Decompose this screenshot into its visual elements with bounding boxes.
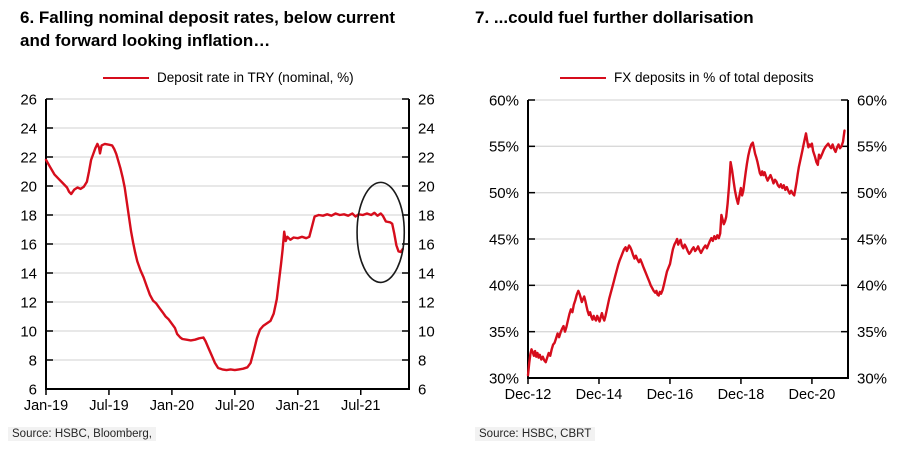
chart1-title: 6. Falling nominal deposit rates, below … bbox=[20, 8, 396, 50]
svg-text:18: 18 bbox=[418, 207, 435, 224]
svg-text:60%: 60% bbox=[857, 92, 887, 109]
svg-text:20: 20 bbox=[418, 178, 435, 195]
svg-text:26: 26 bbox=[418, 91, 435, 108]
svg-text:30%: 30% bbox=[857, 370, 887, 387]
svg-text:Dec-14: Dec-14 bbox=[576, 387, 623, 403]
svg-text:16: 16 bbox=[418, 236, 435, 253]
svg-text:35%: 35% bbox=[489, 324, 519, 341]
svg-text:55%: 55% bbox=[857, 139, 887, 156]
svg-text:6: 6 bbox=[29, 381, 37, 398]
svg-text:24: 24 bbox=[418, 120, 435, 137]
svg-text:22: 22 bbox=[418, 149, 435, 166]
svg-text:60%: 60% bbox=[489, 92, 519, 109]
svg-text:45%: 45% bbox=[857, 231, 887, 248]
svg-text:Jan-20: Jan-20 bbox=[150, 398, 194, 414]
svg-text:55%: 55% bbox=[489, 139, 519, 156]
svg-text:30%: 30% bbox=[489, 370, 519, 387]
svg-text:16: 16 bbox=[20, 236, 37, 253]
svg-text:Dec-20: Dec-20 bbox=[789, 387, 836, 403]
svg-text:22: 22 bbox=[20, 149, 37, 166]
svg-text:Jan-21: Jan-21 bbox=[276, 398, 320, 414]
svg-text:12: 12 bbox=[20, 294, 37, 311]
svg-text:45%: 45% bbox=[489, 231, 519, 248]
svg-text:Dec-16: Dec-16 bbox=[647, 387, 694, 403]
svg-text:12: 12 bbox=[418, 294, 435, 311]
svg-text:14: 14 bbox=[20, 265, 37, 282]
svg-text:50%: 50% bbox=[857, 185, 887, 202]
svg-text:Jul-21: Jul-21 bbox=[341, 398, 381, 414]
chart2-title: 7. ...could fuel further dollarisation bbox=[475, 8, 754, 27]
svg-text:8: 8 bbox=[29, 352, 37, 369]
svg-text:8: 8 bbox=[418, 352, 426, 369]
chart1-legend-label: Deposit rate in TRY (nominal, %) bbox=[157, 70, 354, 85]
svg-text:20: 20 bbox=[20, 178, 37, 195]
svg-text:40%: 40% bbox=[489, 278, 519, 295]
chart2-source: Source: HSBC, CBRT bbox=[475, 427, 596, 441]
svg-text:Jul-19: Jul-19 bbox=[89, 398, 129, 414]
panel-deposit-rates: 6. Falling nominal deposit rates, below … bbox=[0, 0, 455, 455]
svg-text:Jan-19: Jan-19 bbox=[24, 398, 68, 414]
svg-text:18: 18 bbox=[20, 207, 37, 224]
svg-text:10: 10 bbox=[418, 323, 435, 340]
chart2-legend-line-sample bbox=[560, 76, 606, 79]
svg-text:26: 26 bbox=[20, 91, 37, 108]
chart1-source: Source: HSBC, Bloomberg, bbox=[8, 427, 156, 441]
svg-text:24: 24 bbox=[20, 120, 37, 137]
chart2-legend: FX deposits in % of total deposits bbox=[560, 70, 814, 85]
svg-text:35%: 35% bbox=[857, 324, 887, 341]
chart1-legend: Deposit rate in TRY (nominal, %) bbox=[103, 70, 354, 85]
deposit-rate-line-chart: 26 26 24 24 22 22 20 20 18 18 16 16 14 14 12 12 10 10 8 8 6 6… bbox=[20, 91, 435, 414]
svg-text:6: 6 bbox=[418, 381, 426, 398]
panel-fx-deposits: 7. ...could fuel further dollarisation F… bbox=[455, 0, 911, 455]
chart1-legend-line-sample bbox=[103, 76, 149, 79]
svg-text:Jul-20: Jul-20 bbox=[215, 398, 255, 414]
svg-text:Dec-18: Dec-18 bbox=[718, 387, 765, 403]
svg-text:50%: 50% bbox=[489, 185, 519, 202]
svg-text:14: 14 bbox=[418, 265, 435, 282]
fx-deposits-line-chart: 60% 60% 55% 55% 50% 50% 45% 45% 40% 40% 35% 35% 30% 3… bbox=[489, 92, 887, 403]
chart2-legend-label: FX deposits in % of total deposits bbox=[614, 70, 814, 85]
svg-text:10: 10 bbox=[20, 323, 37, 340]
svg-text:40%: 40% bbox=[857, 278, 887, 295]
svg-text:Dec-12: Dec-12 bbox=[505, 387, 552, 403]
